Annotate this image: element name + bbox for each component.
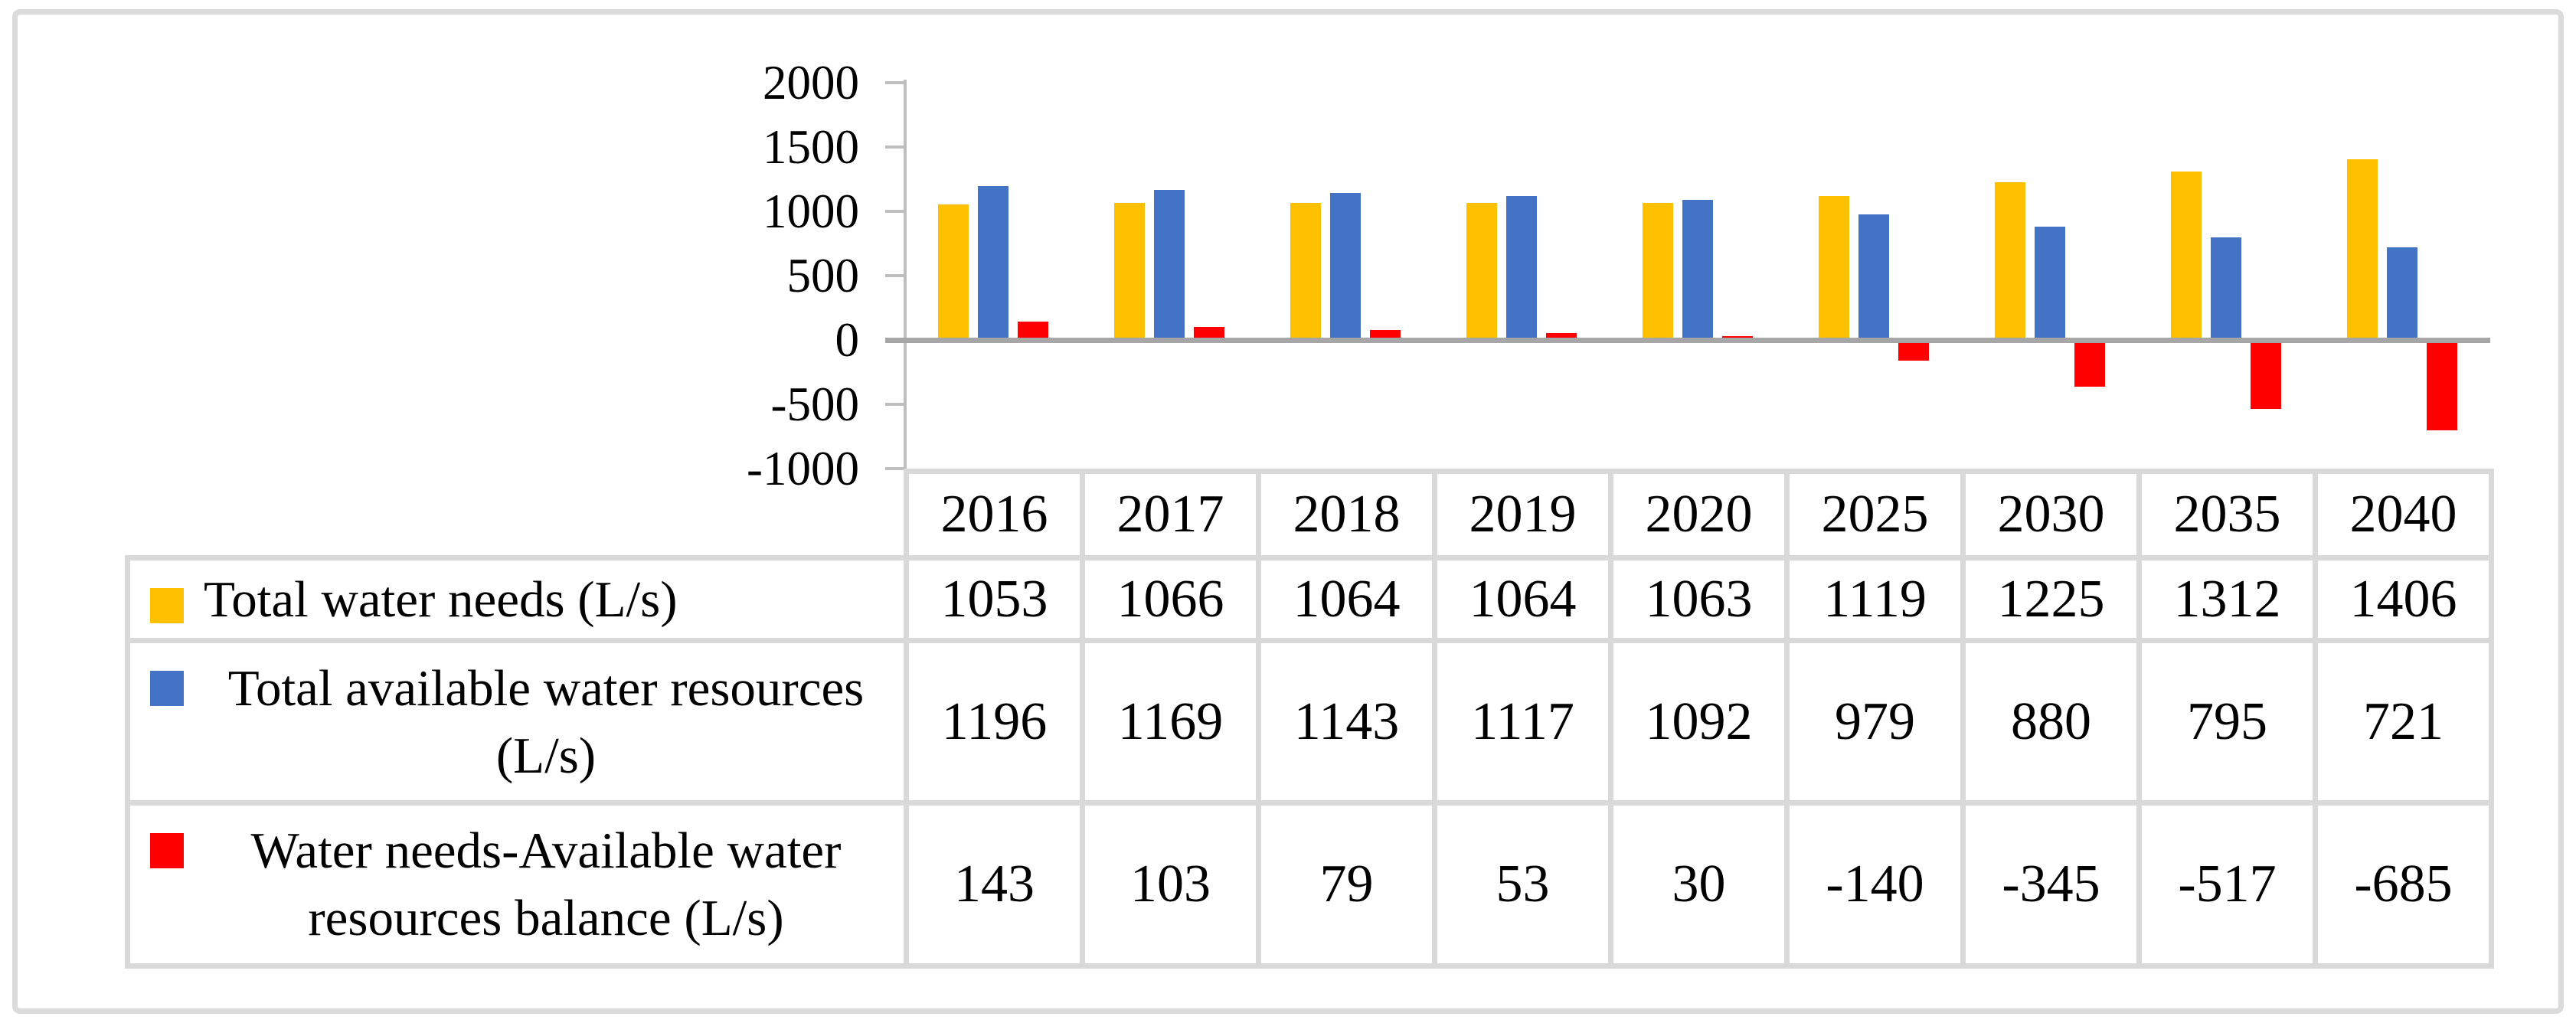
table-corner-blank <box>128 472 907 558</box>
legend-label: Water needs-Available water resources bal… <box>201 817 891 952</box>
bar-series1-2019 <box>1466 203 1497 342</box>
y-axis-tick-mark <box>885 467 904 470</box>
value-cell: 1066 <box>1080 555 1261 643</box>
y-axis-tick-label: -1000 <box>747 442 859 495</box>
year-header-cell: 2020 <box>1608 469 1790 561</box>
value-cell: 1225 <box>1960 555 2142 643</box>
bar-series2-2030 <box>2035 227 2065 342</box>
y-axis-tick-label: 1000 <box>763 185 859 238</box>
year-header-cell: 2040 <box>2313 469 2494 561</box>
value-cell: 721 <box>2313 638 2494 806</box>
legend-label-line: Total available water resources <box>227 659 865 717</box>
value-cell: -140 <box>1784 800 1966 969</box>
value-cell: 1312 <box>2136 555 2318 643</box>
legend-label: Total water needs (L/s) <box>204 566 891 633</box>
value-cell: -685 <box>2313 800 2494 969</box>
x-axis-zero-line <box>885 338 2490 343</box>
bar-series3-2025 <box>1898 340 1929 361</box>
value-cell: 53 <box>1432 800 1613 969</box>
value-cell: 1119 <box>1784 555 1966 643</box>
value-cell: 979 <box>1784 638 1966 806</box>
legend-cell: Total available water resources (L/s) <box>125 638 909 806</box>
value-cell: 1117 <box>1432 638 1613 806</box>
bar-series1-2040 <box>2347 159 2378 342</box>
year-header-cell: 2018 <box>1256 469 1437 561</box>
value-cell: -517 <box>2136 800 2318 969</box>
value-cell: 1169 <box>1080 638 1261 806</box>
bar-series2-2025 <box>1858 214 1889 342</box>
bar-series1-2016 <box>938 204 969 342</box>
bar-series1-2025 <box>1819 196 1849 342</box>
year-header-cell: 2017 <box>1080 469 1261 561</box>
year-header-cell: 2030 <box>1960 469 2142 561</box>
legend-key-swatch <box>150 588 184 623</box>
bar-series1-2030 <box>1995 182 2025 342</box>
y-axis-tick-label: -500 <box>770 377 859 431</box>
y-axis-tick-label: 0 <box>835 313 860 367</box>
y-axis-tick-label: 1500 <box>763 120 859 174</box>
value-cell: 103 <box>1080 800 1261 969</box>
year-header-cell: 2025 <box>1784 469 1966 561</box>
bar-series1-2020 <box>1643 203 1673 342</box>
y-axis-tick-mark <box>885 210 904 213</box>
bar-series1-2017 <box>1114 202 1145 342</box>
y-axis-tick-mark <box>885 81 904 84</box>
legend-key-swatch <box>150 671 184 706</box>
bar-series2-2019 <box>1506 196 1537 342</box>
legend-cell: Water needs-Available water resources bal… <box>125 800 909 969</box>
legend-cell: Total water needs (L/s) <box>125 555 909 643</box>
bar-series2-2020 <box>1682 199 1713 342</box>
value-cell: 880 <box>1960 638 2142 806</box>
legend-key-swatch <box>150 833 184 868</box>
table-row: Total water needs (L/s) 1053 1066 1064 1064 1… <box>125 555 2494 643</box>
value-cell: 79 <box>1256 800 1437 969</box>
legend-label-line: Total water needs (L/s) <box>204 570 678 628</box>
bar-series1-2018 <box>1290 203 1321 342</box>
value-cell: 1064 <box>1256 555 1437 643</box>
value-cell: 1053 <box>904 555 1085 643</box>
value-cell: 1143 <box>1256 638 1437 806</box>
y-axis-line <box>904 80 907 472</box>
bar-series2-2016 <box>978 186 1008 342</box>
legend-label-line: (L/s) <box>495 727 597 784</box>
y-axis-tick-label: 500 <box>786 249 860 302</box>
value-cell: 1063 <box>1608 555 1790 643</box>
bar-series3-2040 <box>2427 340 2457 431</box>
bar-series2-2018 <box>1330 192 1361 342</box>
bar-series2-2035 <box>2211 237 2241 342</box>
value-cell: -345 <box>1960 800 2142 969</box>
year-header-cell: 2016 <box>904 469 1085 561</box>
value-cell: 30 <box>1608 800 1790 969</box>
table-row: Total available water resources (L/s) 1196… <box>125 638 2494 806</box>
chart-data-table: 2016 2017 2018 2019 2020 2025 2030 2035 2040 Tota… <box>125 469 2494 969</box>
legend-label: Total available water resources (L/s) <box>201 655 891 789</box>
y-axis-tick-mark <box>885 403 904 406</box>
y-axis-tick-mark <box>885 274 904 277</box>
bar-series1-2035 <box>2171 171 2202 342</box>
y-axis-tick-label: 2000 <box>763 56 859 109</box>
value-cell: 143 <box>904 800 1085 969</box>
table-row: Water needs-Available water resources bal… <box>125 800 2494 969</box>
value-cell: 1406 <box>2313 555 2494 643</box>
legend-label-line: resources balance (L/s) <box>308 890 784 946</box>
y-axis-tick-mark <box>885 145 904 149</box>
value-cell: 1092 <box>1608 638 1790 806</box>
bar-series3-2030 <box>2074 340 2105 387</box>
value-cell: 1064 <box>1432 555 1613 643</box>
value-cell: 1196 <box>904 638 1085 806</box>
table-header-row: 2016 2017 2018 2019 2020 2025 2030 2035 2040 <box>128 469 2494 561</box>
bar-series2-2017 <box>1154 189 1185 342</box>
year-header-cell: 2019 <box>1432 469 1613 561</box>
bar-series3-2035 <box>2251 340 2281 409</box>
year-header-cell: 2035 <box>2136 469 2318 561</box>
value-cell: 795 <box>2136 638 2318 806</box>
legend-label-line: Water needs-Available water <box>250 822 842 879</box>
bar-series2-2040 <box>2387 247 2417 342</box>
